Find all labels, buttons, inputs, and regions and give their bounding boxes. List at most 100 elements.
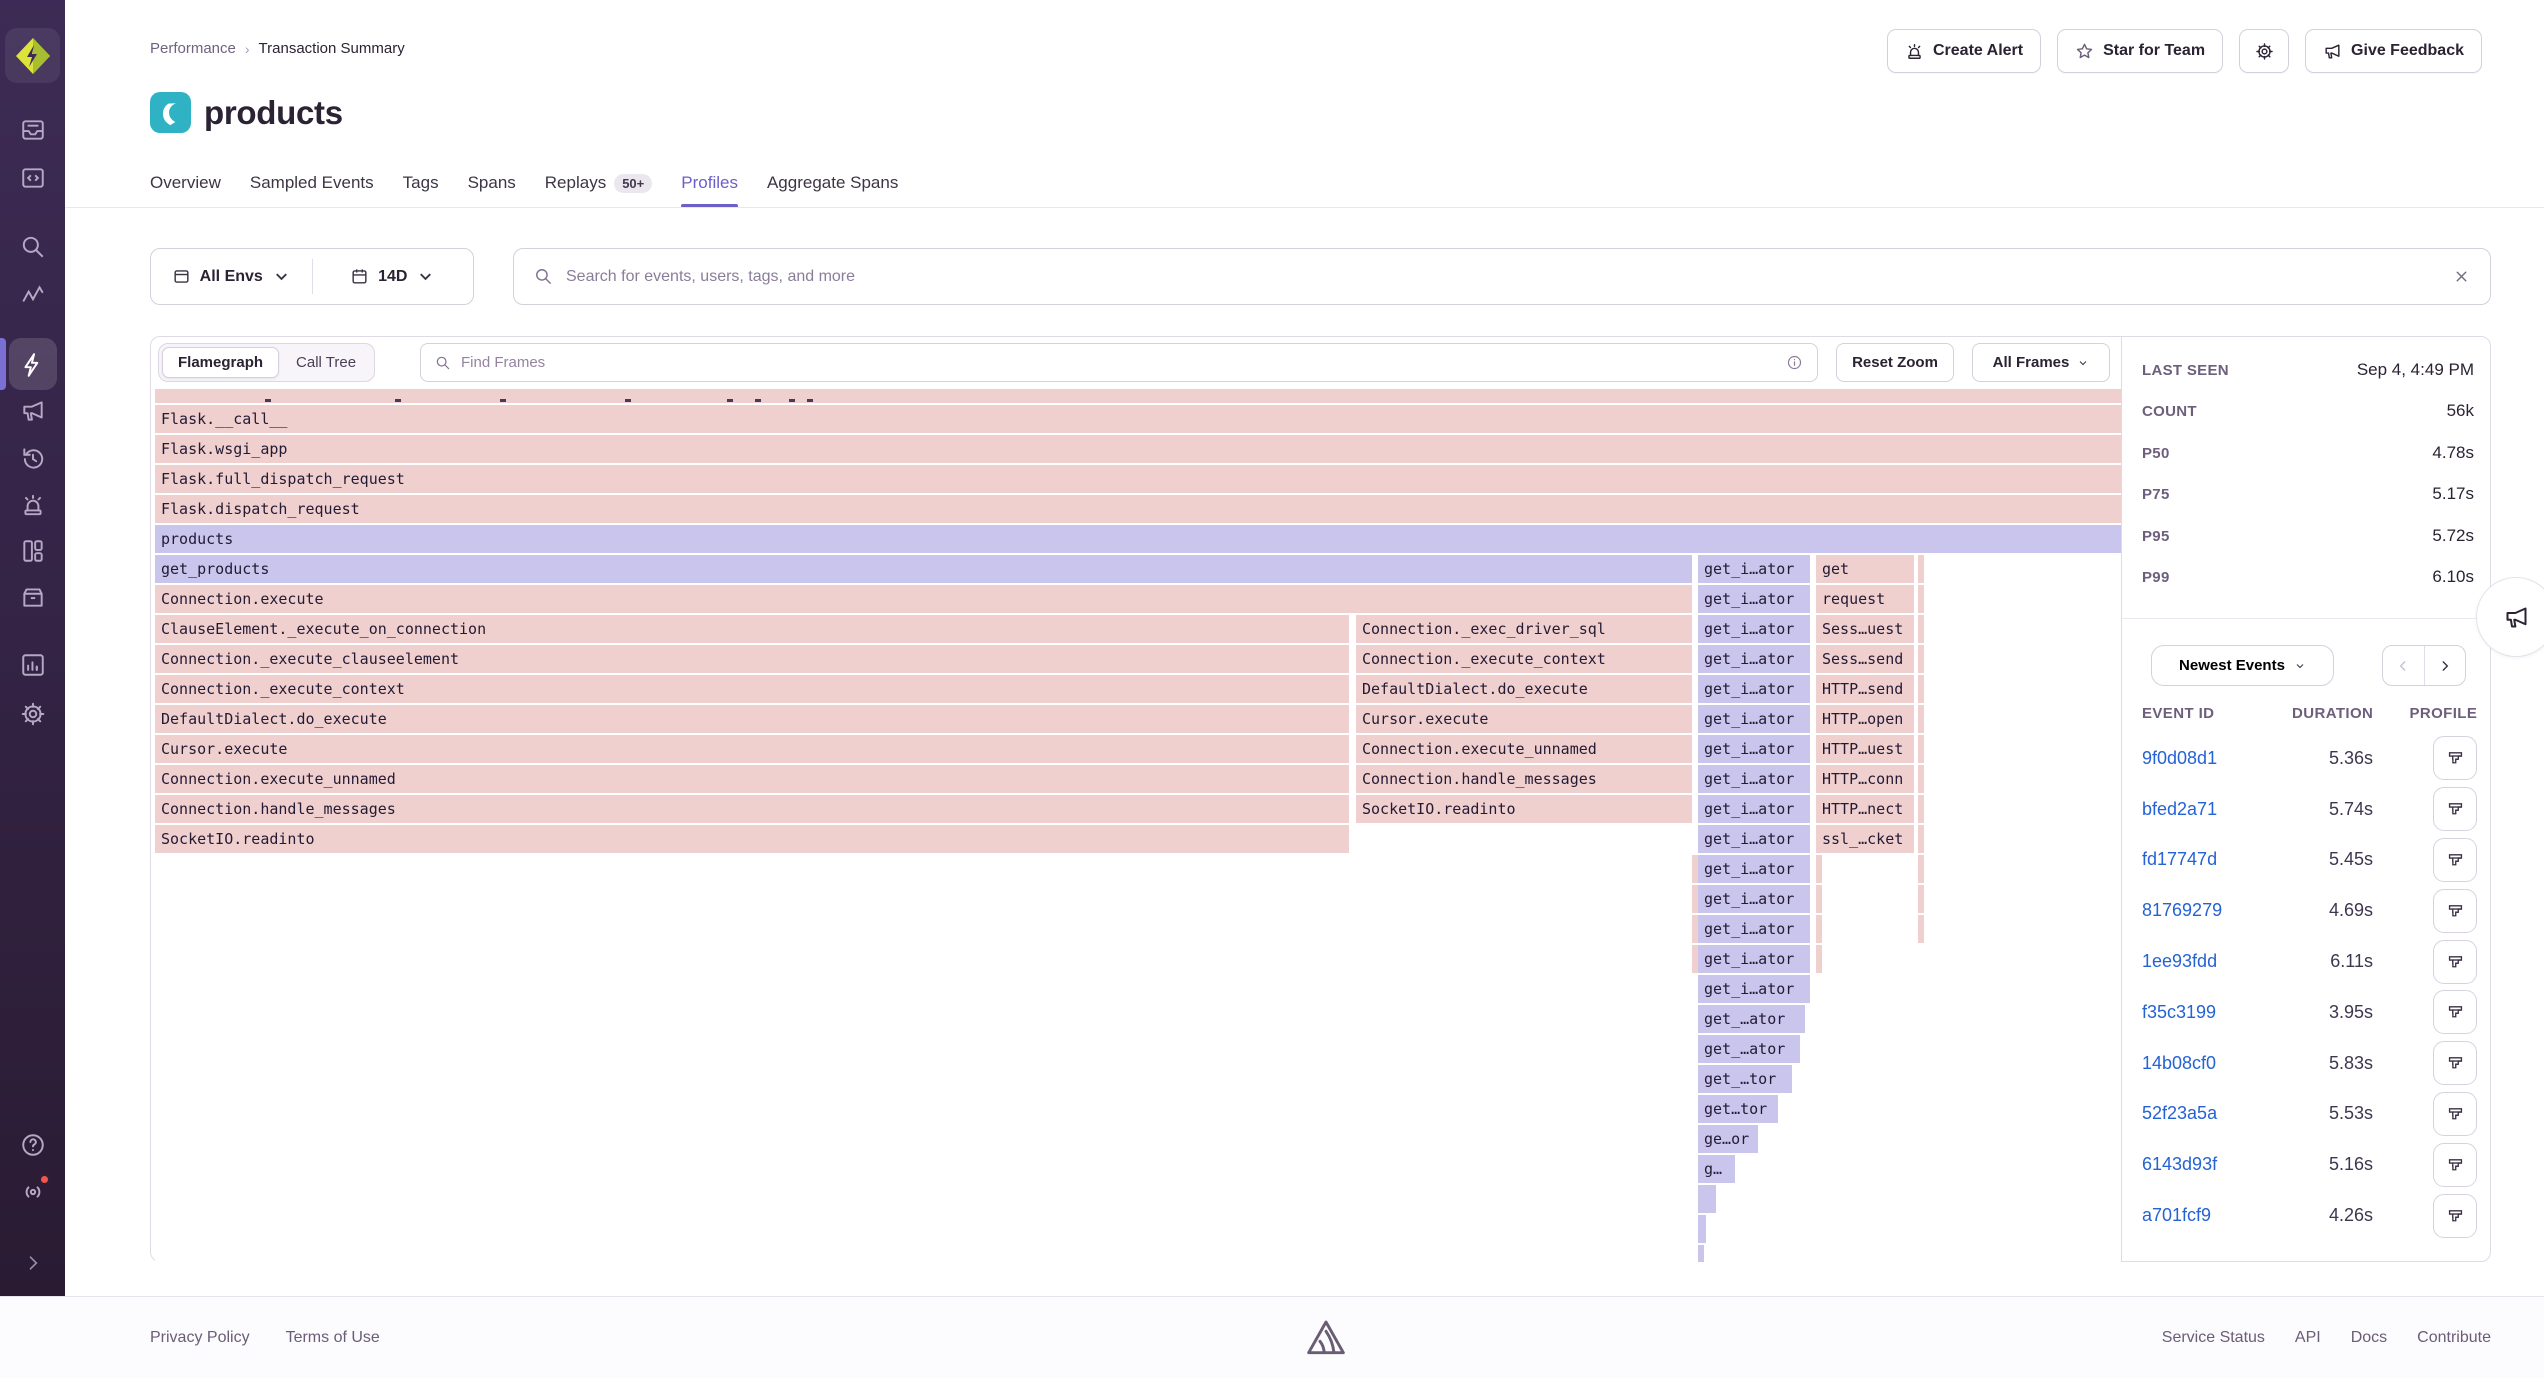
- flame-frame[interactable]: Connection.handle_messages: [155, 795, 1349, 823]
- view-profile-button[interactable]: [2433, 939, 2477, 984]
- flamegraph-tab[interactable]: Flamegraph: [162, 347, 280, 378]
- flame-frame[interactable]: [1918, 675, 1924, 703]
- sidebar-item-projects[interactable]: [17, 162, 49, 194]
- flame-frame[interactable]: Flask.dispatch_request: [155, 495, 2121, 523]
- flame-frame[interactable]: g…: [1698, 1155, 1735, 1183]
- find-frames-info[interactable]: [1786, 354, 1803, 371]
- view-profile-button[interactable]: [2433, 1041, 2477, 1086]
- tab-tags[interactable]: Tags: [403, 168, 439, 208]
- event-sort-dropdown[interactable]: Newest Events: [2151, 645, 2334, 686]
- sidebar-collapse-toggle[interactable]: [17, 1247, 49, 1279]
- tab-profiles[interactable]: Profiles: [681, 168, 738, 208]
- flame-frame[interactable]: get_…ator: [1698, 1005, 1805, 1033]
- flame-frame[interactable]: HTTP…open: [1816, 705, 1914, 733]
- sidebar-item-discover[interactable]: [17, 280, 49, 312]
- flame-frame[interactable]: [1692, 915, 1698, 943]
- flame-frame[interactable]: [1918, 855, 1924, 883]
- sidebar-item-dashboards[interactable]: [17, 535, 49, 567]
- flame-frame[interactable]: get_i…ator: [1698, 555, 1810, 583]
- create-alert-button[interactable]: Create Alert: [1886, 29, 2042, 73]
- flame-frame[interactable]: ssl_…cket: [1816, 825, 1914, 853]
- next-page-button[interactable]: [2423, 646, 2466, 685]
- flame-frame[interactable]: DefaultDialect.do_execute: [155, 705, 1349, 733]
- view-profile-button[interactable]: [2433, 1193, 2477, 1238]
- event-id-link[interactable]: 81769279: [2142, 900, 2223, 921]
- flame-frame[interactable]: get_i…ator: [1698, 975, 1810, 1003]
- api-link[interactable]: API: [2294, 1329, 2321, 1346]
- flame-frame[interactable]: HTTP…conn: [1816, 765, 1914, 793]
- flame-frame[interactable]: [1816, 915, 1822, 943]
- tab-aggregate-spans[interactable]: Aggregate Spans: [767, 168, 898, 208]
- sidebar-item-stats[interactable]: [17, 649, 49, 681]
- give-feedback-button[interactable]: Give Feedback: [2305, 29, 2482, 73]
- reset-zoom-button[interactable]: Reset Zoom: [1836, 343, 1954, 382]
- tab-replays[interactable]: Replays 50+: [545, 168, 653, 208]
- flame-frame[interactable]: [1918, 615, 1924, 643]
- flame-frame[interactable]: get_i…ator: [1698, 825, 1810, 853]
- flame-frame[interactable]: get_i…ator: [1698, 765, 1810, 793]
- event-id-link[interactable]: 9f0d08d1: [2142, 747, 2218, 768]
- sidebar-item-releases[interactable]: [17, 581, 49, 613]
- event-id-link[interactable]: 6143d93f: [2142, 1154, 2218, 1175]
- flame-frame[interactable]: Flask.full_dispatch_request: [155, 465, 2121, 493]
- flame-frame[interactable]: [1816, 855, 1822, 883]
- flame-frame[interactable]: [1918, 915, 1924, 943]
- flame-frame[interactable]: products: [155, 525, 2121, 553]
- flame-frame[interactable]: [1698, 1245, 1704, 1262]
- flame-frame[interactable]: Connection._exec_driver_sql: [1356, 615, 1692, 643]
- settings-button[interactable]: [2239, 29, 2290, 73]
- flame-frame[interactable]: get_i…ator: [1698, 945, 1810, 973]
- view-profile-button[interactable]: [2433, 736, 2477, 781]
- tab-overview[interactable]: Overview: [150, 168, 221, 208]
- flame-frame[interactable]: Cursor.execute: [155, 735, 1349, 763]
- flame-frame[interactable]: [1692, 885, 1698, 913]
- star-for-team-button[interactable]: Star for Team: [2057, 29, 2224, 73]
- flame-frame[interactable]: get_…ator: [1698, 1035, 1800, 1063]
- flame-frame[interactable]: Sess…send: [1816, 645, 1914, 673]
- flame-frame[interactable]: [1918, 735, 1924, 763]
- flame-frame[interactable]: SocketIO.readinto: [155, 825, 1349, 853]
- flame-frame[interactable]: Connection._execute_clauseelement: [155, 645, 1349, 673]
- flame-frame[interactable]: [1918, 765, 1924, 793]
- view-profile-button[interactable]: [2433, 1142, 2477, 1187]
- flame-frame[interactable]: [1692, 945, 1698, 973]
- flame-frame[interactable]: [1816, 945, 1822, 973]
- sidebar-item-alerts[interactable]: [17, 489, 49, 521]
- flame-frame[interactable]: Connection._execute_context: [155, 675, 1349, 703]
- flame-frame[interactable]: get_i…ator: [1698, 735, 1810, 763]
- flame-frame[interactable]: [1918, 705, 1924, 733]
- flame-frame[interactable]: Sess…uest: [1816, 615, 1914, 643]
- breadcrumb-performance[interactable]: Performance: [150, 40, 236, 57]
- flame-frame[interactable]: ClauseElement._execute_on_connection: [155, 615, 1349, 643]
- flame-frame[interactable]: Connection.handle_messages: [1356, 765, 1692, 793]
- view-profile-button[interactable]: [2433, 1091, 2477, 1136]
- flame-frame[interactable]: get…tor: [1698, 1095, 1778, 1123]
- event-id-link[interactable]: 14b08cf0: [2142, 1052, 2217, 1073]
- flame-frame[interactable]: SocketIO.readinto: [1356, 795, 1692, 823]
- flame-frame[interactable]: get_i…ator: [1698, 885, 1810, 913]
- flame-frame[interactable]: [1918, 795, 1924, 823]
- view-profile-button[interactable]: [2433, 888, 2477, 933]
- flame-frame[interactable]: get_…tor: [1698, 1065, 1792, 1093]
- flame-frame[interactable]: [1692, 855, 1698, 883]
- flame-frame[interactable]: [1918, 585, 1924, 613]
- event-id-link[interactable]: 1ee93fdd: [2142, 951, 2218, 972]
- sidebar-item-performance[interactable]: [17, 349, 49, 381]
- event-id-link[interactable]: fd17747d: [2142, 849, 2218, 870]
- environment-filter[interactable]: All Envs: [151, 249, 312, 304]
- flame-frame[interactable]: get_products: [155, 555, 1692, 583]
- flame-frame[interactable]: Flask.wsgi_app: [155, 435, 2121, 463]
- flame-frame[interactable]: Cursor.execute: [1356, 705, 1692, 733]
- flame-frame[interactable]: [1816, 885, 1822, 913]
- flame-frame[interactable]: Connection.execute_unnamed: [155, 765, 1349, 793]
- event-id-link[interactable]: a701fcf9: [2142, 1205, 2212, 1226]
- flame-frame[interactable]: ge…or: [1698, 1125, 1758, 1153]
- date-range-filter[interactable]: 14D: [313, 249, 474, 304]
- flame-frame[interactable]: get_i…ator: [1698, 615, 1810, 643]
- flame-frame[interactable]: get_i…ator: [1698, 795, 1810, 823]
- flame-frame[interactable]: get_i…ator: [1698, 675, 1810, 703]
- call-tree-tab[interactable]: Call Tree: [296, 354, 357, 371]
- privacy-policy-link[interactable]: Privacy Policy: [150, 1329, 250, 1346]
- sidebar-item-whats-new[interactable]: [17, 1174, 50, 1208]
- flame-frame[interactable]: get_i…ator: [1698, 705, 1810, 733]
